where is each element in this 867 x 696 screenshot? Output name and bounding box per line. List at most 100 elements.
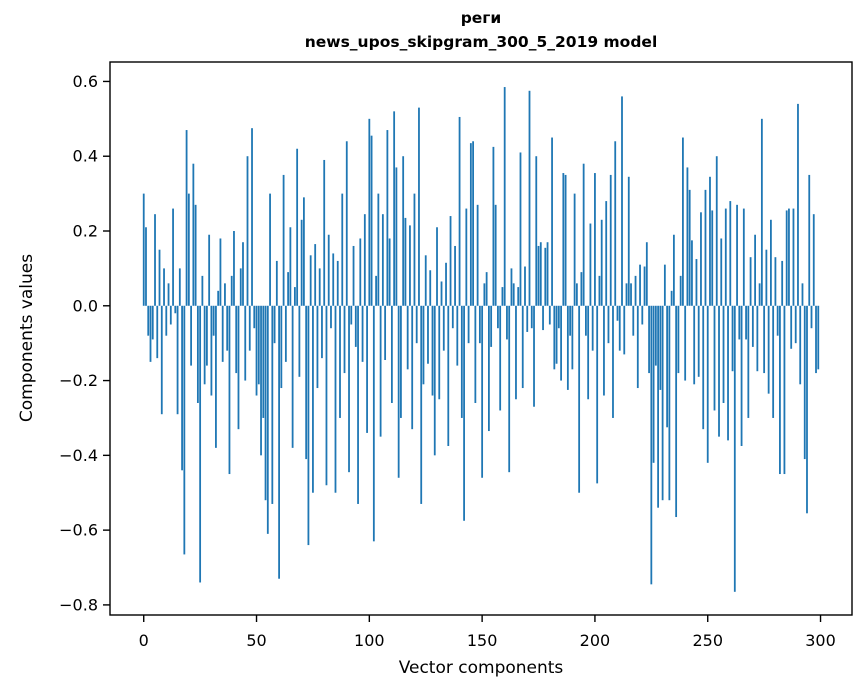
bar	[474, 305, 477, 403]
bar	[639, 264, 641, 306]
bar	[429, 270, 432, 306]
bar	[702, 305, 705, 430]
bar	[478, 305, 481, 344]
bar	[339, 305, 341, 418]
bar	[515, 305, 517, 400]
bar	[483, 283, 486, 306]
bar	[203, 305, 206, 385]
bar	[691, 240, 693, 306]
bar	[481, 305, 484, 478]
bar	[623, 305, 626, 355]
bar	[774, 257, 777, 306]
bar	[551, 137, 553, 306]
bar	[388, 238, 391, 306]
bar	[636, 305, 639, 389]
bar	[603, 305, 605, 396]
bar	[560, 305, 562, 381]
bar	[359, 238, 362, 306]
x-tick-label: 0	[139, 631, 149, 650]
bar	[318, 268, 321, 306]
bar	[199, 305, 202, 583]
bar	[634, 275, 637, 306]
bar	[562, 173, 565, 306]
bar	[609, 174, 612, 306]
bar	[521, 305, 524, 389]
bar	[395, 167, 398, 306]
y-tick-label: −0.4	[59, 446, 98, 465]
bar	[501, 287, 504, 306]
bar	[427, 305, 429, 364]
bar	[183, 305, 186, 555]
x-tick-label: 200	[580, 631, 611, 650]
bar	[566, 305, 569, 390]
bar	[589, 223, 592, 306]
bar	[738, 305, 741, 340]
bar	[239, 268, 242, 306]
bar	[530, 305, 533, 329]
bar	[217, 290, 220, 306]
bar	[485, 272, 488, 306]
bar	[237, 305, 240, 430]
bar	[700, 212, 702, 306]
bar	[596, 305, 599, 484]
bar	[672, 234, 675, 306]
bar	[424, 255, 427, 306]
bar	[163, 268, 165, 306]
bar	[375, 275, 377, 306]
bar	[278, 305, 280, 579]
bar	[206, 305, 208, 366]
bar	[273, 305, 276, 344]
bar	[208, 234, 211, 306]
bar	[659, 305, 662, 390]
bar	[621, 96, 623, 306]
bar	[517, 287, 520, 306]
bar	[555, 305, 558, 364]
bar	[779, 305, 781, 475]
bar	[469, 143, 472, 306]
bar	[372, 305, 375, 542]
bar	[524, 266, 526, 306]
bar	[756, 305, 759, 372]
bar	[438, 305, 441, 400]
bar	[706, 305, 709, 463]
bar	[817, 305, 820, 370]
x-tick-label: 100	[354, 631, 385, 650]
bar	[492, 146, 495, 306]
bar	[776, 305, 779, 336]
bar	[147, 305, 150, 336]
bar	[713, 305, 716, 411]
bar	[544, 247, 547, 306]
bar	[165, 305, 168, 336]
bar	[657, 305, 659, 508]
y-tick-label: −0.8	[59, 595, 98, 614]
bar	[393, 111, 396, 306]
bar	[228, 305, 231, 475]
bar	[627, 176, 630, 306]
bar	[379, 305, 382, 437]
bar	[670, 290, 673, 306]
bar	[325, 305, 328, 486]
bar	[679, 275, 682, 306]
bar	[219, 238, 222, 306]
bar	[169, 305, 172, 325]
bar	[386, 130, 389, 306]
x-tick-label: 300	[805, 631, 836, 650]
bar	[643, 266, 646, 306]
bar	[264, 305, 267, 501]
bar	[181, 305, 183, 471]
bar	[291, 305, 294, 448]
y-tick-label: 0.2	[73, 222, 98, 241]
bar	[645, 242, 648, 306]
bar	[815, 305, 817, 374]
bar	[145, 227, 147, 306]
bar	[406, 305, 409, 370]
bar	[447, 305, 450, 446]
y-tick-label: 0.6	[73, 72, 98, 91]
bar	[167, 283, 170, 306]
bar	[742, 208, 745, 306]
bar	[451, 305, 454, 329]
x-tick-label: 150	[467, 631, 498, 650]
bar	[246, 156, 249, 306]
bar	[546, 242, 549, 306]
bar	[244, 305, 247, 381]
